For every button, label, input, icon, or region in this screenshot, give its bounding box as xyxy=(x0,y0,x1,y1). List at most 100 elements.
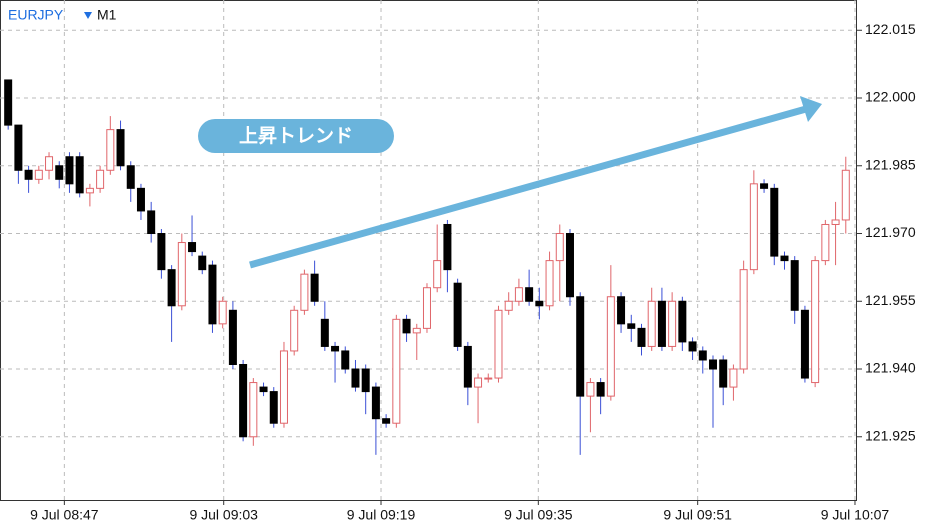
symbol-dropdown-icon[interactable] xyxy=(84,12,92,19)
grid xyxy=(0,0,856,500)
trend-arrow xyxy=(249,105,807,269)
candle-body xyxy=(770,187,779,257)
candle-body xyxy=(402,318,411,334)
candle-body xyxy=(749,183,758,271)
candle-body xyxy=(126,165,135,189)
candle-body xyxy=(484,377,493,380)
candle-body xyxy=(596,382,605,397)
candle-body xyxy=(668,300,677,347)
candle-body xyxy=(586,382,595,397)
candle-body xyxy=(719,359,728,388)
annotation-pill xyxy=(198,119,394,153)
candle-body xyxy=(606,296,615,397)
timeframe[interactable]: M1 xyxy=(97,7,117,23)
candle-body xyxy=(821,223,830,262)
candle-body xyxy=(351,368,360,388)
candle-body xyxy=(4,79,13,126)
candle-body xyxy=(34,169,43,180)
symbol[interactable]: EURJPY xyxy=(8,7,64,23)
candle-body xyxy=(218,300,227,325)
candle-body xyxy=(800,309,809,379)
candle-body xyxy=(637,327,646,347)
candle-body xyxy=(269,391,278,424)
candle-body xyxy=(55,165,64,180)
plot-frame xyxy=(0,0,857,501)
y-tick-label: 121.955 xyxy=(865,292,916,308)
candle-body xyxy=(443,223,452,271)
candle-body xyxy=(279,350,288,424)
y-tick-label: 121.970 xyxy=(865,224,916,240)
candle-body xyxy=(525,287,534,302)
candle-body xyxy=(504,300,513,311)
y-tick-label: 121.940 xyxy=(865,360,916,376)
candle-body xyxy=(300,273,309,311)
candle-body xyxy=(514,287,523,302)
candle-body xyxy=(198,255,207,271)
y-tick-label: 121.925 xyxy=(865,427,916,443)
trend-arrow-head xyxy=(800,96,822,122)
candle-body xyxy=(85,187,94,194)
candle-body xyxy=(239,363,248,438)
candle-body xyxy=(392,318,401,424)
candle-body xyxy=(657,300,666,347)
candle-body xyxy=(474,377,483,388)
candle-body xyxy=(831,219,840,225)
candle-body xyxy=(494,309,503,379)
candle-body xyxy=(708,359,717,370)
x-tick-label: 9 Jul 09:35 xyxy=(504,507,573,523)
x-tick-label: 9 Jul 09:51 xyxy=(663,507,732,523)
candle-body xyxy=(14,124,23,171)
candle-body xyxy=(259,386,268,393)
candle-body xyxy=(320,318,329,347)
candle-body xyxy=(147,210,156,235)
candle-body xyxy=(290,309,299,352)
candle-body xyxy=(678,300,687,343)
candle-body xyxy=(739,269,748,370)
candle-body xyxy=(371,386,380,420)
candle-body xyxy=(188,242,197,253)
candle-body xyxy=(65,156,74,185)
candle-body xyxy=(136,187,145,212)
candle-body xyxy=(341,350,350,370)
x-tick-label: 9 Jul 09:03 xyxy=(189,507,258,523)
candle-body xyxy=(228,309,237,365)
y-tick-label: 122.000 xyxy=(865,89,916,105)
candle-body xyxy=(729,368,738,388)
candle-body xyxy=(698,350,707,361)
candle-body xyxy=(627,323,636,329)
candle-body xyxy=(545,260,554,307)
candle-body xyxy=(780,255,789,262)
candle-body xyxy=(555,233,564,262)
candle-body xyxy=(535,300,544,307)
candle-body xyxy=(790,260,799,311)
candle-body xyxy=(177,242,186,307)
candle-body xyxy=(688,341,697,352)
y-tick-label: 121.985 xyxy=(865,156,916,172)
annotation: 上昇トレンド xyxy=(239,125,353,147)
candle-body xyxy=(382,418,391,424)
candle-body xyxy=(167,269,176,307)
candle-body xyxy=(647,300,656,347)
candle-body xyxy=(106,129,115,171)
candles xyxy=(4,79,850,455)
candle-body xyxy=(208,264,217,325)
candle-body xyxy=(841,169,850,221)
candle-body xyxy=(453,282,462,347)
candle-body xyxy=(565,233,574,298)
candle-body xyxy=(96,169,105,189)
candle-body xyxy=(45,156,54,171)
y-tick-label: 122.015 xyxy=(865,21,916,37)
x-tick-label: 9 Jul 08:47 xyxy=(30,507,99,523)
candle-body xyxy=(75,156,84,194)
candle-body xyxy=(249,382,258,438)
candle-body xyxy=(331,345,340,352)
candle-body xyxy=(310,273,319,302)
candle-body xyxy=(24,169,33,180)
candle-body xyxy=(412,327,421,334)
candle-body xyxy=(576,296,585,397)
candle-body xyxy=(116,129,125,167)
candle-body xyxy=(617,296,626,325)
candle-body xyxy=(760,183,769,189)
candle-body xyxy=(811,260,820,384)
